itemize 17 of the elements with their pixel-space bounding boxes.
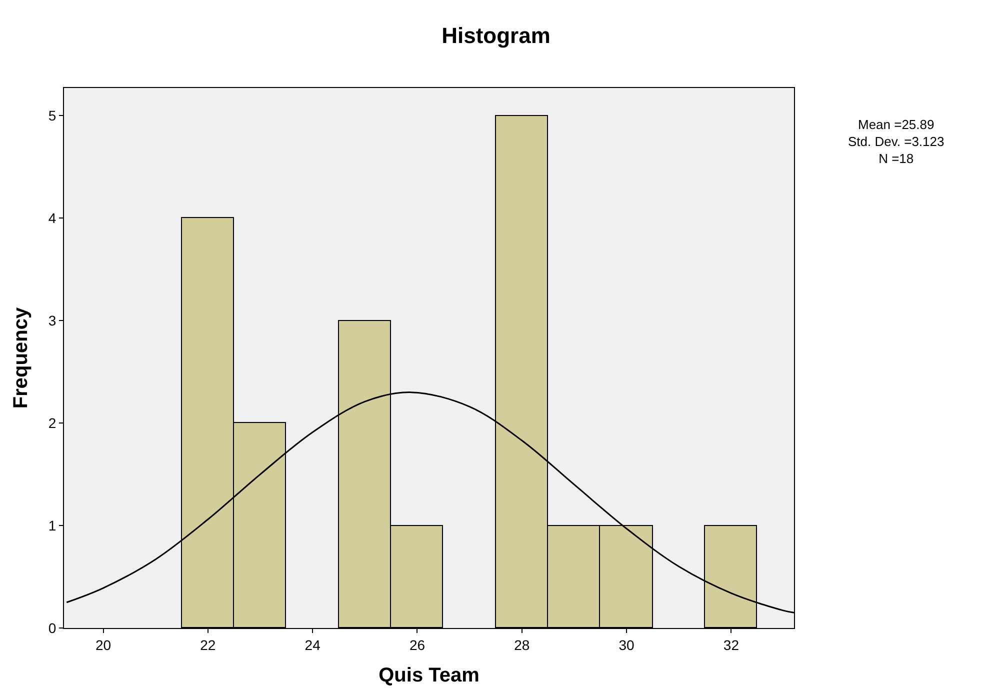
y-tick-label: 0: [48, 620, 56, 636]
x-tick-label: 20: [95, 636, 112, 653]
chart-title: Histogram: [442, 23, 550, 48]
x-tick-label: 28: [514, 636, 530, 653]
y-tick-label: 1: [48, 517, 56, 534]
x-tick-label: 22: [200, 636, 216, 653]
text: Mean =25.89 Std. Dev. =3.123 N =18: [848, 117, 944, 166]
x-tick-label: 30: [618, 636, 635, 653]
x-axis-title: Quis Team: [378, 664, 480, 686]
y-tick-label: 4: [48, 210, 56, 226]
x-tick-label: 32: [723, 636, 740, 653]
y-axis-title: Frequency: [10, 306, 32, 409]
y-tick-label: 3: [48, 312, 56, 328]
x-tick-label: 26: [409, 636, 426, 653]
y-tick-label: 2: [48, 414, 56, 431]
x-tick-label: 24: [304, 636, 321, 653]
y-tick-label: 5: [48, 108, 56, 124]
